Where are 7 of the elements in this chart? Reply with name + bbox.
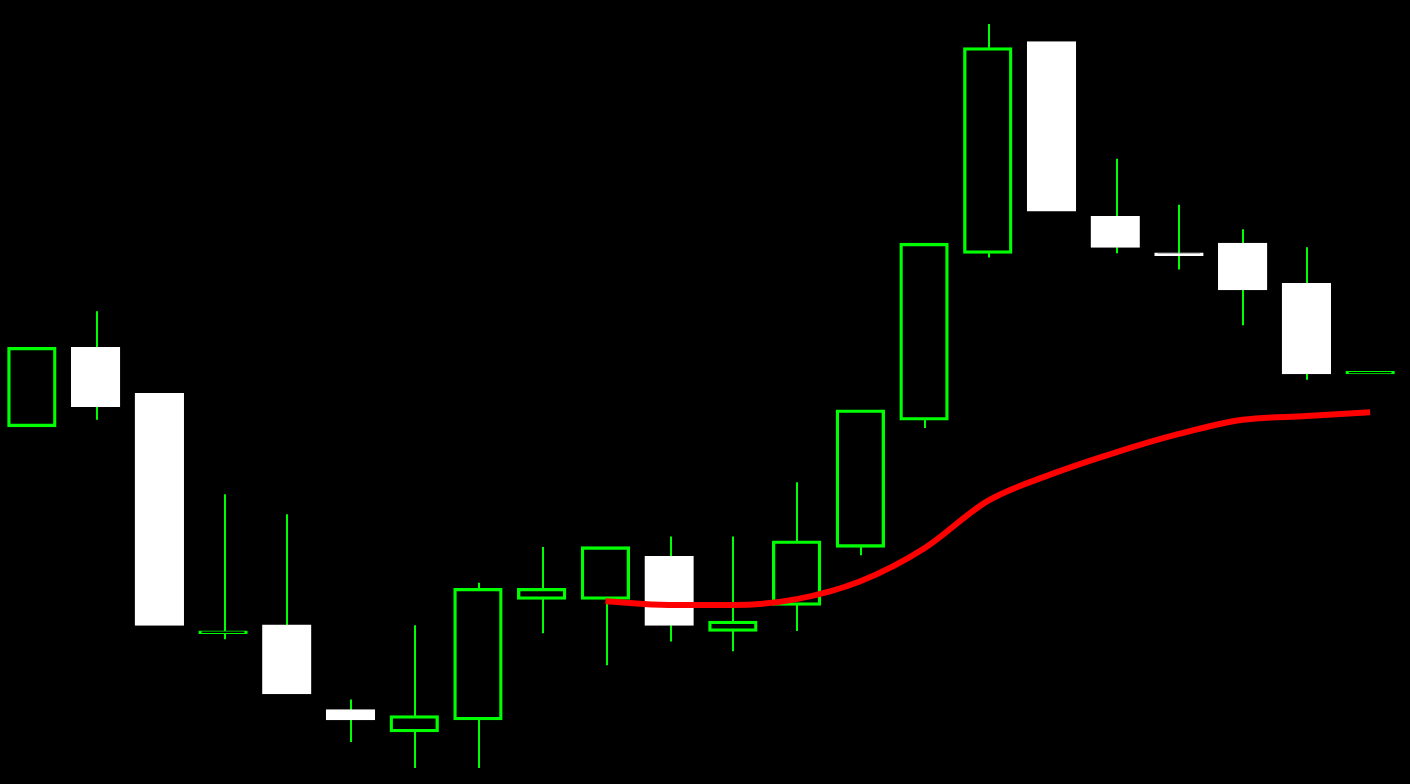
candlestick bbox=[644, 535, 694, 643]
candlestick bbox=[1090, 157, 1140, 255]
candlestick bbox=[325, 698, 376, 743]
candlestick bbox=[262, 513, 312, 695]
candlestick bbox=[1218, 228, 1268, 327]
candlestick bbox=[1281, 246, 1332, 381]
candlestick bbox=[70, 310, 121, 421]
